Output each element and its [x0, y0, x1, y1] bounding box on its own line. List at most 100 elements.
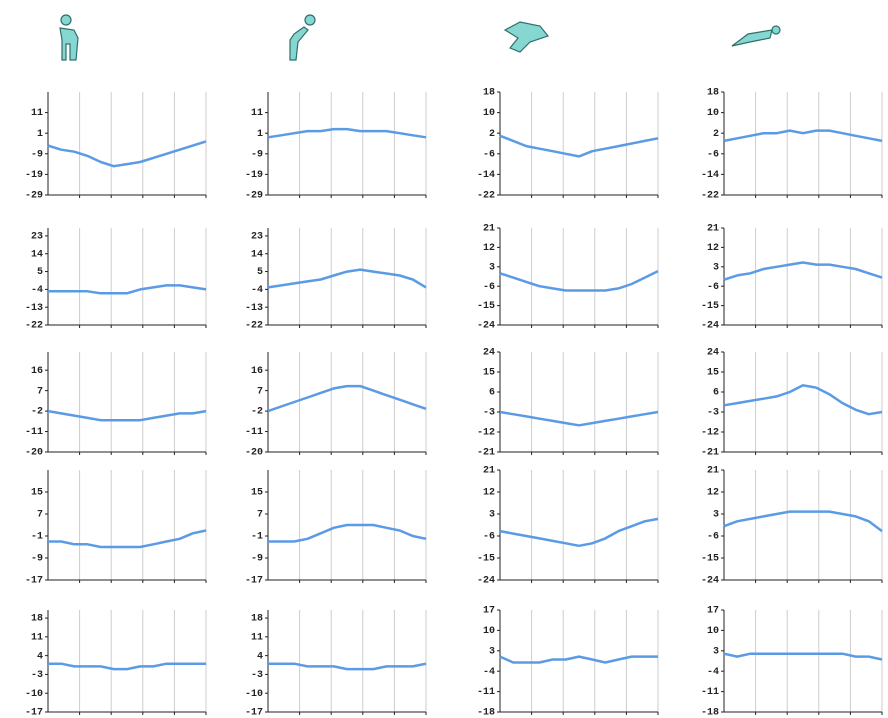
y-tick-label: -3	[31, 670, 43, 681]
y-tick-label: 7	[37, 386, 43, 397]
y-tick-label: -4	[483, 667, 495, 678]
y-tick-label: -1	[251, 532, 263, 543]
y-tick-label: 21	[707, 466, 719, 477]
y-tick-label: -1	[31, 532, 43, 543]
y-tick-label: -2	[251, 407, 263, 418]
y-tick-label: -18	[477, 708, 495, 718]
data-line	[48, 141, 206, 166]
y-tick-label: 12	[707, 488, 719, 499]
data-line	[48, 531, 206, 548]
y-tick-label: -11	[245, 427, 263, 438]
y-tick-label: 23	[251, 232, 263, 243]
data-line	[268, 129, 426, 137]
y-tick-label: 18	[483, 88, 495, 99]
y-tick-label: 3	[713, 646, 719, 657]
data-line	[268, 386, 426, 411]
y-tick-label: -11	[701, 687, 719, 698]
y-tick-label: 4	[37, 651, 43, 662]
y-tick-label: 5	[37, 267, 43, 278]
y-tick-label: -11	[25, 427, 43, 438]
y-tick-label: -20	[25, 448, 43, 459]
y-tick-label: 3	[713, 510, 719, 521]
y-tick-label: 21	[483, 224, 495, 235]
y-tick-label: 24	[483, 348, 495, 359]
y-tick-label: -17	[245, 708, 263, 718]
y-tick-label: 11	[31, 108, 43, 119]
data-line	[500, 657, 658, 663]
y-tick-label: 17	[707, 606, 719, 617]
y-tick-label: -24	[701, 576, 719, 587]
data-line	[268, 525, 426, 542]
y-tick-label: 16	[31, 366, 43, 377]
y-tick-label: 10	[707, 108, 719, 119]
y-tick-label: -10	[245, 689, 263, 700]
y-tick-label: -21	[477, 448, 495, 459]
y-tick-label: 7	[37, 510, 43, 521]
y-tick-label: 21	[483, 466, 495, 477]
y-tick-label: -29	[25, 191, 43, 202]
y-tick-label: 16	[251, 366, 263, 377]
data-line	[500, 271, 658, 290]
y-tick-label: -3	[707, 408, 719, 419]
y-tick-label: 18	[31, 614, 43, 625]
y-tick-label: 10	[483, 626, 495, 637]
y-tick-label: 18	[251, 614, 263, 625]
y-tick-label: -3	[251, 670, 263, 681]
y-tick-label: 11	[251, 632, 263, 643]
y-tick-label: -29	[245, 191, 263, 202]
y-tick-label: 18	[707, 88, 719, 99]
y-tick-label: 7	[257, 386, 263, 397]
y-tick-label: -6	[483, 149, 495, 160]
y-tick-label: -21	[701, 448, 719, 459]
y-tick-label: -3	[483, 408, 495, 419]
y-tick-label: -11	[477, 687, 495, 698]
y-tick-label: -13	[25, 303, 43, 314]
y-tick-label: -6	[483, 282, 495, 293]
y-tick-label: 5	[257, 267, 263, 278]
y-tick-label: -9	[31, 554, 43, 565]
y-tick-label: -6	[707, 149, 719, 160]
y-tick-label: 3	[489, 510, 495, 521]
y-tick-label: -19	[25, 170, 43, 181]
y-tick-label: 3	[489, 262, 495, 273]
y-tick-label: 3	[713, 262, 719, 273]
y-tick-label: -6	[707, 532, 719, 543]
data-line	[48, 411, 206, 420]
y-tick-label: -22	[25, 321, 43, 332]
y-tick-label: 10	[483, 108, 495, 119]
y-tick-label: 4	[257, 651, 263, 662]
icon-standing-2	[290, 15, 315, 60]
y-tick-label: -22	[701, 191, 719, 202]
y-tick-label: -14	[477, 170, 495, 181]
data-line	[724, 654, 882, 660]
y-tick-label: -22	[477, 191, 495, 202]
y-tick-label: -6	[707, 282, 719, 293]
y-tick-label: 15	[31, 488, 43, 499]
y-tick-label: -10	[25, 689, 43, 700]
y-tick-label: -9	[251, 149, 263, 160]
y-tick-label: 14	[31, 249, 43, 260]
y-tick-label: -20	[245, 448, 263, 459]
y-tick-label: 15	[707, 368, 719, 379]
y-tick-label: -24	[477, 576, 495, 587]
y-tick-label: -17	[25, 576, 43, 587]
y-tick-label: 6	[489, 388, 495, 399]
icon-standing-1	[60, 15, 78, 60]
y-tick-label: 6	[713, 388, 719, 399]
icon-lying-2	[732, 26, 780, 46]
data-line	[268, 270, 426, 288]
y-tick-label: -9	[251, 554, 263, 565]
y-tick-label: 24	[707, 348, 719, 359]
y-tick-label: 11	[251, 108, 263, 119]
y-tick-label: -6	[483, 532, 495, 543]
y-tick-label: 7	[257, 510, 263, 521]
y-tick-label: -15	[701, 554, 719, 565]
y-tick-label: -17	[25, 708, 43, 718]
y-tick-label: -4	[31, 285, 43, 296]
data-line	[724, 512, 882, 531]
y-tick-label: -24	[701, 321, 719, 332]
data-line	[268, 664, 426, 669]
y-tick-label: 3	[489, 646, 495, 657]
y-tick-label: 1	[257, 129, 263, 140]
data-line	[48, 664, 206, 669]
